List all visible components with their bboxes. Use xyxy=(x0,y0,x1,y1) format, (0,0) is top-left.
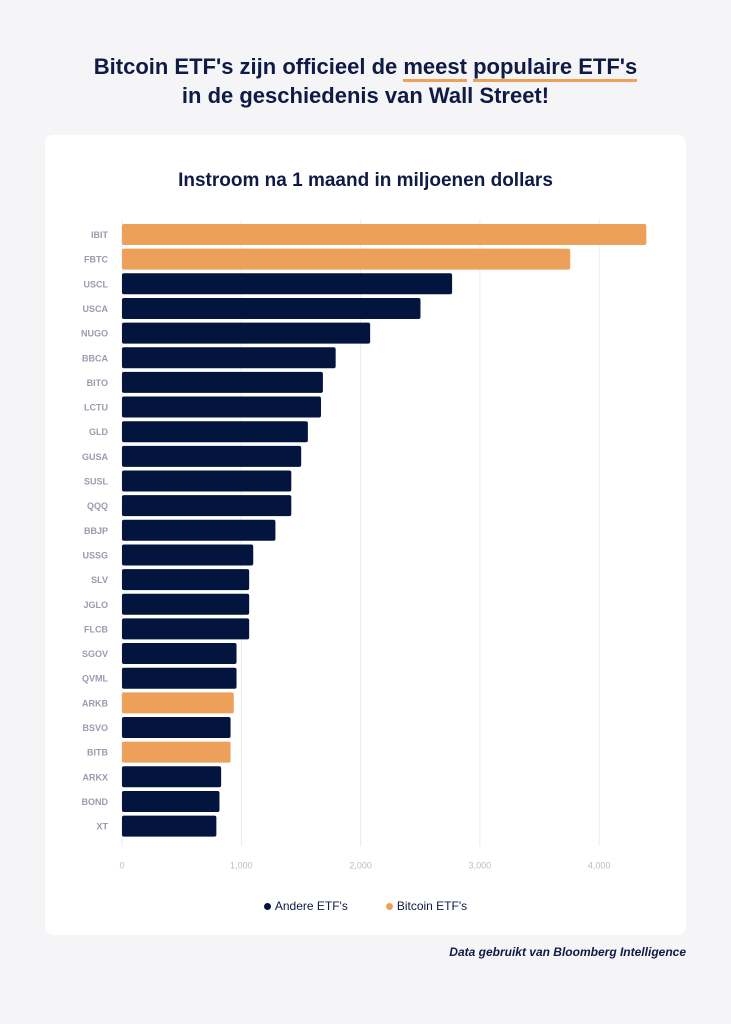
bar-lctu xyxy=(122,396,321,418)
bar-bbca xyxy=(122,347,336,369)
x-tick-label: 3,000 xyxy=(469,860,492,870)
y-tick-label: GUSA xyxy=(82,452,109,462)
y-tick-label: QVML xyxy=(82,674,109,684)
legend-label: Andere ETF's xyxy=(274,899,348,913)
y-tick-label: SUSL xyxy=(84,477,109,487)
bar-ibit xyxy=(122,224,647,245)
y-tick-label: XT xyxy=(96,822,108,832)
bar-arkx xyxy=(122,766,222,788)
bar-arkb xyxy=(122,692,234,714)
bar-uscl xyxy=(122,273,453,295)
legend-dot-icon xyxy=(263,903,271,911)
chart-title: Instroom na 1 maand in miljoenen dollars xyxy=(178,170,553,191)
y-tick-label: BITO xyxy=(87,378,108,388)
headline: Bitcoin ETF's zijn officieel de meest po… xyxy=(0,52,731,110)
bar-usca xyxy=(122,297,421,319)
headline-text: Bitcoin ETF's zijn officieel de xyxy=(93,54,404,79)
highlight-populaire: populaire ETF's xyxy=(473,54,638,82)
legend-label: Bitcoin ETF's xyxy=(396,899,468,913)
bar-bsvo xyxy=(122,717,231,738)
y-tick-label: BBCA xyxy=(82,353,108,363)
bar-bbjp xyxy=(122,519,276,541)
bar-gld xyxy=(122,421,308,443)
bar-susl xyxy=(122,470,292,492)
y-tick-label: NUGO xyxy=(81,329,108,339)
x-tick-label: 1,000 xyxy=(230,860,253,870)
bar-xt xyxy=(122,815,217,837)
y-tick-label: SGOV xyxy=(82,649,108,659)
headline-line2: in de geschiedenis van Wall Street! xyxy=(181,83,550,108)
x-tick-label: 4,000 xyxy=(588,860,611,870)
legend: Andere ETF's Bitcoin ETF's xyxy=(0,899,731,913)
y-tick-label: JGLO xyxy=(83,600,108,610)
y-tick-label: BITB xyxy=(87,748,108,758)
legend-item-bitcoin: Bitcoin ETF's xyxy=(385,899,468,913)
y-tick-label: ARKB xyxy=(82,698,108,708)
y-tick-label: USCA xyxy=(82,304,108,314)
bar-qvml xyxy=(122,667,237,689)
y-tick-label: SLV xyxy=(91,575,108,585)
bar-ussg xyxy=(122,544,254,566)
bar-bito xyxy=(122,371,323,393)
bar-bitb xyxy=(122,741,231,763)
y-tick-label: IBIT xyxy=(91,230,109,240)
bar-gusa xyxy=(122,445,302,467)
bar-fbtc xyxy=(122,248,571,270)
x-tick-label: 2,000 xyxy=(349,860,372,870)
bar-slv xyxy=(122,569,250,591)
bar-nugo xyxy=(122,322,371,344)
y-tick-label: GLD xyxy=(89,427,108,437)
bar-sgov xyxy=(122,643,237,665)
y-tick-label: USSG xyxy=(82,550,108,560)
bar-bond xyxy=(122,790,220,812)
legend-dot-icon xyxy=(385,903,393,911)
y-tick-label: QQQ xyxy=(87,501,108,511)
y-tick-label: FLCB xyxy=(84,624,108,634)
y-tick-label: LCTU xyxy=(84,403,108,413)
y-tick-label: BSVO xyxy=(82,723,108,733)
y-tick-label: FBTC xyxy=(84,255,108,265)
bar-jglo xyxy=(122,593,250,615)
y-tick-label: ARKX xyxy=(82,772,108,782)
x-tick-label: 0 xyxy=(119,860,124,870)
y-tick-label: BOND xyxy=(82,797,109,807)
bar-qqq xyxy=(122,495,292,517)
y-tick-label: BBJP xyxy=(84,526,108,536)
bar-flcb xyxy=(122,618,250,640)
source-note: Data gebruikt van Bloomberg Intelligence xyxy=(449,945,686,959)
highlight-meest: meest xyxy=(403,54,467,82)
legend-item-other: Andere ETF's xyxy=(263,899,348,913)
y-tick-label: USCL xyxy=(84,279,109,289)
